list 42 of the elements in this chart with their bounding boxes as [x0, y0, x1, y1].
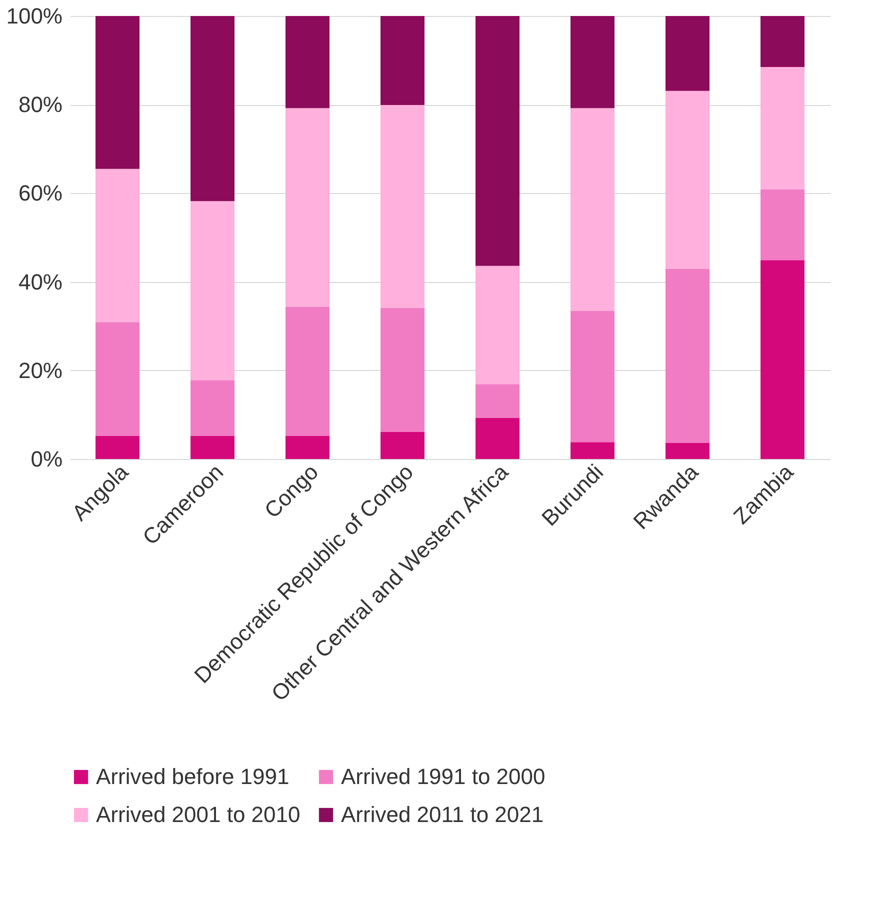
- bar: [286, 307, 330, 436]
- bar: [666, 90, 710, 269]
- bar: [96, 168, 140, 322]
- y-tick-label: 40%: [18, 269, 62, 294]
- bar: [286, 436, 330, 459]
- bar: [190, 16, 234, 202]
- bar: [476, 266, 520, 384]
- bar: [570, 108, 614, 312]
- bar: [286, 108, 330, 308]
- bar: [190, 201, 234, 380]
- bar: [666, 16, 710, 91]
- bar: [286, 16, 330, 108]
- bar: [476, 418, 520, 459]
- bar: [476, 384, 520, 418]
- bar: [760, 16, 804, 67]
- bar: [570, 442, 614, 459]
- bar: [380, 16, 424, 106]
- legend-label: Arrived 2011 to 2021: [341, 802, 544, 827]
- bar: [760, 66, 804, 190]
- bar: [380, 105, 424, 308]
- y-tick-label: 60%: [18, 180, 62, 206]
- legend-label: Arrived 2001 to 2010: [96, 802, 300, 827]
- y-tick-label: 80%: [18, 92, 62, 118]
- bar: [380, 432, 424, 459]
- y-tick-label: 100%: [6, 4, 62, 28]
- bar: [570, 16, 614, 108]
- y-tick-label: 20%: [18, 358, 62, 383]
- bar: [380, 308, 424, 432]
- bar: [96, 322, 140, 436]
- bar: [190, 436, 234, 459]
- legend-label: Arrived before 1991: [96, 764, 290, 789]
- bar: [476, 16, 520, 266]
- y-tick-label: 0%: [30, 446, 62, 472]
- legend-label: Arrived 1991 to 2000: [341, 764, 546, 789]
- bar: [96, 16, 140, 169]
- bar: [666, 443, 710, 459]
- bar: [760, 189, 804, 260]
- bar: [96, 436, 140, 459]
- bar: [666, 268, 710, 444]
- bar: [190, 380, 234, 436]
- bar: [570, 311, 614, 442]
- bar: [760, 260, 804, 459]
